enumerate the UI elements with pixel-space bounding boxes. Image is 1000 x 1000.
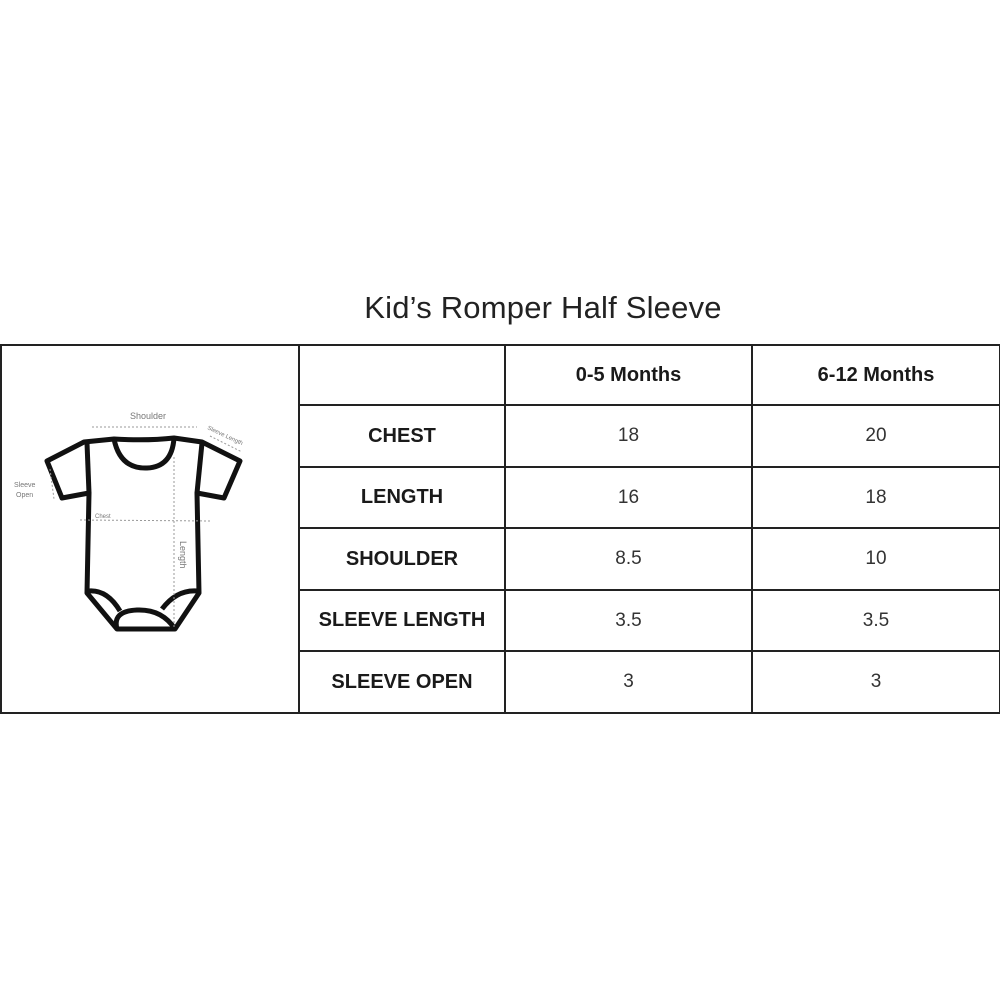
sleeve-open-label: Sleeve	[14, 482, 36, 489]
row-label: CHEST	[298, 404, 506, 468]
table-row: SLEEVE LENGTH 3.5 3.5	[1, 588, 1000, 653]
table-row: SHOULDER 8.5 10	[1, 527, 1000, 591]
row-label: SLEEVE OPEN	[298, 650, 506, 714]
cell-value: 10	[751, 527, 1000, 591]
shoulder-label: Shoulder	[130, 411, 166, 421]
cell-value: 20	[751, 404, 1000, 468]
table-row: LENGTH 16 18	[1, 465, 1000, 530]
row-label: SHOULDER	[298, 527, 506, 591]
chart-title: Kid’s Romper Half Sleeve	[364, 290, 722, 325]
header-empty	[298, 343, 506, 407]
header-row: Shoulder Sleeve Length Sleeve Open Chest…	[0, 343, 1000, 714]
header-6-12-months: 6-12 Months	[751, 343, 1000, 407]
sleeve-open-label-2: Open	[16, 492, 33, 499]
header-0-5-months: 0-5 Months	[504, 343, 753, 407]
cell-value: 18	[504, 404, 753, 468]
row-label: SLEEVE LENGTH	[298, 588, 506, 653]
row-label: LENGTH	[298, 465, 506, 530]
length-label: Length	[178, 541, 188, 569]
table-row: CHEST 18 20	[1, 404, 1000, 468]
table-row: SLEEVE OPEN 3 3	[1, 650, 1000, 714]
cell-value: 18	[751, 465, 1000, 530]
cell-value: 3	[751, 650, 1000, 714]
chest-label: Chest	[95, 514, 111, 520]
cell-value: 3	[504, 650, 753, 714]
size-chart-table: Shoulder Sleeve Length Sleeve Open Chest…	[0, 343, 1000, 714]
romper-diagram-cell: Shoulder Sleeve Length Sleeve Open Chest…	[0, 344, 300, 714]
romper-diagram: Shoulder Sleeve Length Sleeve Open Chest…	[14, 411, 243, 632]
cell-value: 16	[504, 465, 753, 530]
cell-value: 3.5	[751, 588, 1000, 653]
romper-outline-icon	[44, 435, 243, 632]
cell-value: 3.5	[504, 588, 753, 653]
cell-value: 8.5	[504, 527, 753, 591]
